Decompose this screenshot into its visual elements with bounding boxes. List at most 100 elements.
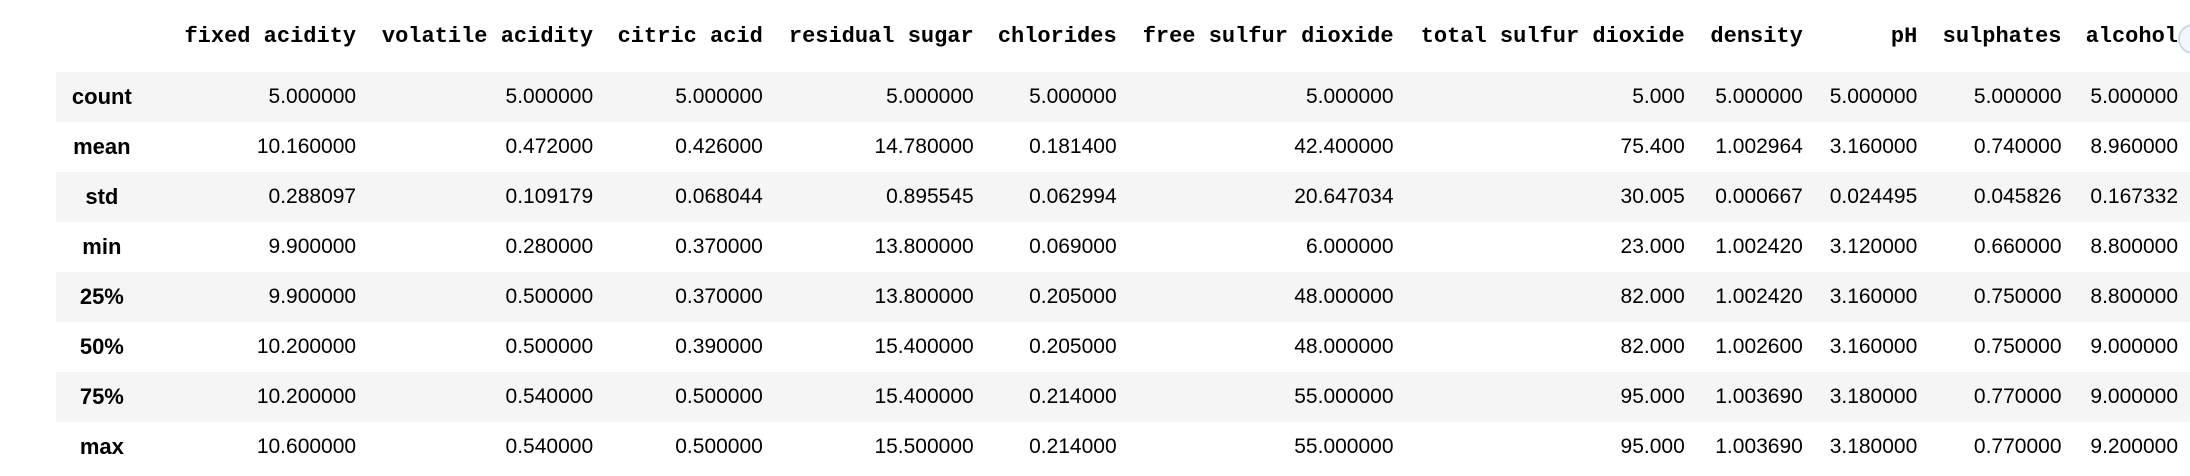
table-cell: 0.770000 [1973,435,2062,458]
table-cell: 9.900000 [268,285,357,308]
describe-table: fixed acidity volatile acidity citric acid… [56,0,2190,472]
table-cell: 75.400 [1620,135,1685,158]
table-cell: 5.000000 [505,85,594,108]
table-cell: 1.003690 [1715,435,1803,458]
table-cell: 9.000000 [2090,335,2178,358]
row-label: count [71,84,132,109]
table-cell: 3.160000 [1829,135,1918,158]
table-cell: 0.288097 [268,185,357,208]
table-row: 25% 9.900000 0.500000 0.370000 13.800000 0.20… [56,272,2190,322]
table-cell: 10.160000 [256,135,357,158]
table-cell: 5.000000 [1973,85,2062,108]
row-label: max [79,434,124,459]
table-cell: 15.400000 [874,385,974,408]
table-cell: 5.000000 [1305,85,1394,108]
table-cell: 0.062994 [1029,185,1117,208]
table-body: count 5.000000 5.000000 5.000000 5.000000 5.0… [56,72,2190,472]
describe-table-container: fixed acidity volatile acidity citric acid… [56,0,2190,472]
table-cell: 0.370000 [675,235,763,258]
table-cell: 8.800000 [2090,235,2178,258]
table-cell: 48.000000 [1294,335,1394,358]
table-cell: 0.214000 [1029,435,1117,458]
table-cell: 23.000 [1620,235,1685,258]
table-cell: 9.000000 [2090,385,2178,408]
table-cell: 5.000000 [1715,85,1803,108]
table-cell: 10.600000 [256,435,357,458]
column-header: citric acid [617,23,763,49]
table-cell: 0.500000 [505,285,594,308]
table-cell: 0.500000 [675,385,763,408]
table-cell: 8.960000 [2090,135,2178,158]
table-cell: 0.740000 [1973,135,2062,158]
table-cell: 1.002964 [1715,135,1803,158]
table-cell: 0.500000 [505,335,594,358]
table-cell: 0.540000 [505,385,594,408]
table-cell: 9.200000 [2090,435,2178,458]
table-cell: 13.800000 [874,285,974,308]
column-header: total sulfur dioxide [1420,23,1685,49]
table-cell: 0.045826 [1973,185,2062,208]
table-row: min 9.900000 0.280000 0.370000 13.800000 0.06… [56,222,2190,272]
table-row: max 10.600000 0.540000 0.500000 15.500000 0.2… [56,422,2190,472]
column-header: pH [1890,23,1918,49]
table-cell: 5.000000 [2090,85,2178,108]
column-header: chlorides [997,23,1117,49]
table-cell: 1.002600 [1715,335,1803,358]
table-cell: 0.069000 [1029,235,1117,258]
table-cell: 0.068044 [675,185,763,208]
table-cell: 15.400000 [874,335,974,358]
table-cell: 0.370000 [675,285,763,308]
table-cell: 8.800000 [2090,285,2178,308]
column-header: residual sugar [788,23,974,49]
row-label: 25% [79,284,124,309]
table-cell: 9.900000 [268,235,357,258]
table-cell: 0.024495 [1829,185,1918,208]
table-row: mean 10.160000 0.472000 0.426000 14.780000 0.… [56,122,2190,172]
table-row: std 0.288097 0.109179 0.068044 0.895545 0.062… [56,172,2190,222]
table-cell: 0.205000 [1029,335,1117,358]
table-cell: 0.500000 [675,435,763,458]
table-cell: 5.000 [1632,85,1685,108]
table-cell: 20.647034 [1294,185,1394,208]
table-cell: 42.400000 [1294,135,1394,158]
table-cell: 3.180000 [1829,385,1918,408]
table-cell: 0.390000 [675,335,763,358]
table-cell: 15.500000 [874,435,974,458]
table-cell: 3.120000 [1829,235,1918,258]
table-cell: 13.800000 [874,235,974,258]
row-label: std [85,184,119,209]
table-cell: 48.000000 [1294,285,1394,308]
table-cell: 55.000000 [1294,385,1394,408]
column-header: alcohol [2085,23,2178,49]
table-cell: 0.280000 [505,235,594,258]
table-cell: 30.005 [1620,185,1685,208]
table-cell: 14.780000 [874,135,974,158]
table-cell: 0.205000 [1029,285,1117,308]
column-header: fixed acidity [184,23,357,49]
table-cell: 0.750000 [1973,285,2062,308]
row-label: mean [73,134,131,159]
row-label: 50% [79,334,124,359]
table-cell: 0.895545 [886,185,974,208]
column-header: density [1710,23,1803,49]
table-cell: 0.167332 [2090,185,2178,208]
table-cell: 82.000 [1620,285,1685,308]
table-cell: 95.000 [1620,435,1685,458]
table-cell: 0.770000 [1973,385,2062,408]
column-header: free sulfur dioxide [1142,23,1394,49]
header-row: fixed acidity volatile acidity citric acid… [56,0,2190,72]
table-cell: 5.000000 [268,85,357,108]
table-cell: 10.200000 [256,335,357,358]
table-cell: 82.000 [1620,335,1685,358]
column-header: sulphates [1942,23,2062,49]
row-label: 75% [79,384,124,409]
table-cell: 0.660000 [1973,235,2062,258]
table-cell: 95.000 [1620,385,1685,408]
table-cell: 3.160000 [1829,335,1918,358]
table-cell: 0.214000 [1029,385,1117,408]
table-cell: 0.181400 [1029,135,1117,158]
table-cell: 5.000000 [1029,85,1117,108]
table-cell: 0.750000 [1973,335,2062,358]
table-cell: 5.000000 [886,85,974,108]
table-cell: 1.002420 [1715,285,1803,308]
